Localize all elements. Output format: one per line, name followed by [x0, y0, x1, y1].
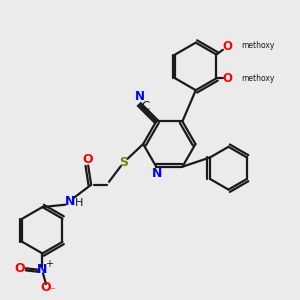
- Text: S: S: [119, 156, 128, 169]
- Text: H: H: [75, 199, 83, 208]
- Text: methoxy: methoxy: [242, 40, 275, 50]
- Text: N: N: [152, 167, 162, 180]
- Text: O: O: [41, 280, 51, 293]
- Text: methoxy: methoxy: [242, 74, 275, 83]
- Text: ⁻: ⁻: [50, 286, 56, 296]
- Text: O: O: [14, 262, 25, 275]
- Text: C: C: [142, 100, 150, 113]
- Text: O: O: [223, 72, 233, 85]
- Text: N: N: [134, 90, 144, 103]
- Text: O: O: [223, 40, 233, 53]
- Text: +: +: [45, 260, 53, 269]
- Text: O: O: [83, 153, 94, 166]
- Text: N: N: [64, 195, 75, 208]
- Text: N: N: [37, 263, 48, 276]
